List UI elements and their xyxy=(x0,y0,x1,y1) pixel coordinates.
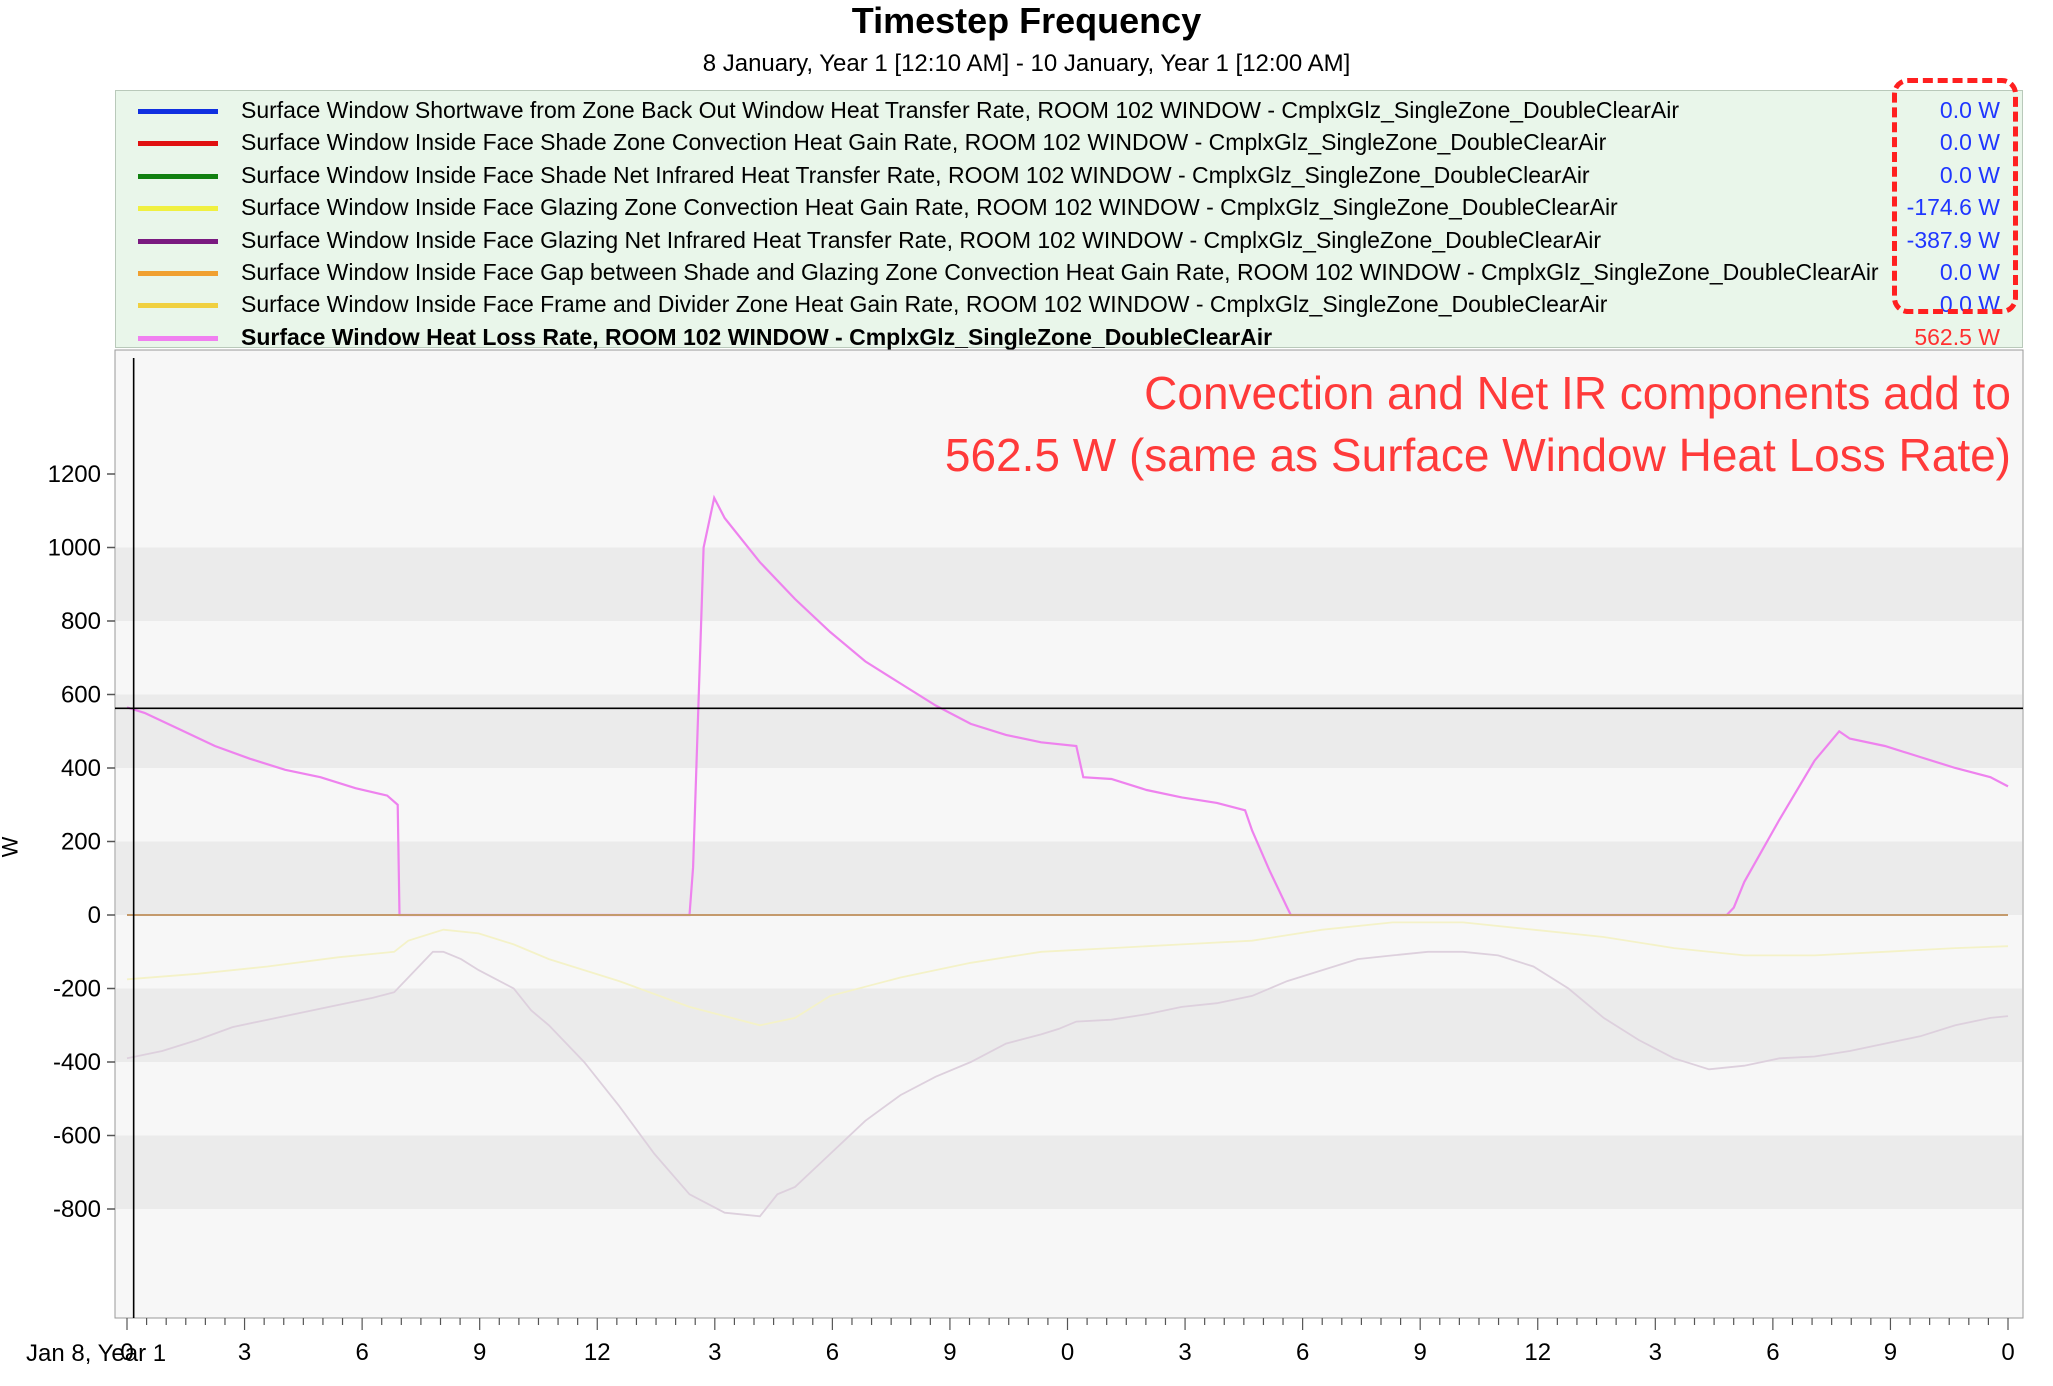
legend-entry[interactable]: Surface Window Inside Face Frame and Div… xyxy=(116,289,2022,321)
y-tick-label: 1000 xyxy=(48,535,101,562)
x-tick-label: 6 xyxy=(1766,1339,1779,1366)
y-tick-label: 800 xyxy=(61,608,101,635)
y-tick-label: -200 xyxy=(53,976,101,1003)
legend-value: 0.0 W xyxy=(1939,259,2000,285)
legend-swatch xyxy=(138,173,218,179)
legend-value: -174.6 W xyxy=(1906,194,2000,221)
legend-label: Surface Window Shortwave from Zone Back … xyxy=(241,97,1680,123)
legend-entry[interactable]: Surface Window Heat Loss Rate, ROOM 102 … xyxy=(116,322,2022,354)
annotation: Convection and Net IR components add to … xyxy=(945,362,2011,486)
series-line xyxy=(126,921,2009,1027)
y-tick-label: -800 xyxy=(53,1196,101,1223)
x-tick-label: 12 xyxy=(1524,1339,1551,1366)
legend-swatch xyxy=(138,238,218,244)
legend-entry[interactable]: Surface Window Inside Face Shade Net Inf… xyxy=(116,160,2022,192)
x-tick-label: 3 xyxy=(708,1339,721,1366)
legend-value: 0.0 W xyxy=(1939,129,2000,156)
legend-swatch xyxy=(138,109,218,114)
legend-entry[interactable]: Surface Window Inside Face Glazing Net I… xyxy=(116,225,2022,257)
series-line xyxy=(126,950,2009,1218)
x-start-label: Jan 8, Year 1 xyxy=(26,1340,167,1367)
y-tick-label: 0 xyxy=(88,902,101,929)
y-tick-label: 200 xyxy=(61,829,101,856)
x-tick-label: 0 xyxy=(2001,1339,2014,1366)
legend-swatch xyxy=(138,335,218,341)
y-tick-label: -400 xyxy=(53,1049,101,1076)
x-tick-label: 3 xyxy=(1649,1339,1662,1366)
highlight-box xyxy=(1892,78,2018,314)
x-tick-label: 3 xyxy=(1178,1339,1191,1366)
x-tick-label: 9 xyxy=(473,1339,486,1366)
x-tick-label: 9 xyxy=(1884,1339,1897,1366)
x-tick-label: 6 xyxy=(826,1339,839,1366)
legend-value: 0.0 W xyxy=(1939,97,2000,123)
x-tick-label: 6 xyxy=(355,1339,368,1366)
legend-label: Surface Window Inside Face Shade Zone Co… xyxy=(241,129,1607,156)
legend-entry[interactable]: Surface Window Inside Face Glazing Zone … xyxy=(116,192,2022,224)
grid-band xyxy=(116,547,2022,621)
y-axis-label: W xyxy=(0,837,23,858)
legend-label: Surface Window Inside Face Gap between S… xyxy=(241,259,1879,285)
y-tick-label: 400 xyxy=(61,755,101,782)
legend-swatch xyxy=(138,303,218,309)
legend-entry[interactable]: Surface Window Shortwave from Zone Back … xyxy=(116,95,2022,127)
legend-entry[interactable]: Surface Window Inside Face Shade Zone Co… xyxy=(116,127,2022,159)
legend-value: -387.9 W xyxy=(1906,226,2000,253)
annotation-line-2: 562.5 W (same as Surface Window Heat Los… xyxy=(944,429,2011,481)
x-tick-label: 9 xyxy=(1414,1339,1427,1366)
x-tick-label: 9 xyxy=(943,1339,956,1366)
chart-subtitle: 8 January, Year 1 [12:10 AM] - 10 Januar… xyxy=(702,50,1351,77)
x-tick-label: 6 xyxy=(1296,1339,1309,1366)
legend-value: 0.0 W xyxy=(1939,161,2000,188)
series-line xyxy=(126,494,2009,917)
x-tick-label: 0 xyxy=(120,1339,133,1366)
legend: Surface Window Shortwave from Zone Back … xyxy=(115,90,2023,350)
y-tick-label: 1200 xyxy=(48,461,101,488)
y-tick-label: 600 xyxy=(61,682,101,709)
annotation-line-1: Convection and Net IR components add to xyxy=(1144,367,2011,419)
y-tick-label: -600 xyxy=(53,1123,101,1150)
chart-title: Timestep Frequency xyxy=(851,0,1202,41)
legend-label: Surface Window Inside Face Frame and Div… xyxy=(241,291,1608,318)
legend-entry[interactable]: Surface Window Inside Face Gap between S… xyxy=(116,257,2022,289)
x-tick-label: 12 xyxy=(584,1339,611,1366)
legend-swatch xyxy=(138,271,218,276)
legend-swatch xyxy=(138,141,218,147)
x-tick-label: 0 xyxy=(1061,1339,1074,1366)
legend-label: Surface Window Inside Face Glazing Zone … xyxy=(241,194,1618,221)
legend-label: Surface Window Inside Face Glazing Net I… xyxy=(241,226,1602,253)
x-tick-label: 3 xyxy=(238,1339,251,1366)
legend-value: 562.5 W xyxy=(1914,323,2000,350)
grid-band xyxy=(116,1135,2022,1209)
legend-label: Surface Window Inside Face Shade Net Inf… xyxy=(241,161,1590,188)
legend-swatch xyxy=(138,206,218,212)
grid-band xyxy=(116,694,2022,768)
legend-label: Surface Window Heat Loss Rate, ROOM 102 … xyxy=(241,323,1273,350)
grid-band xyxy=(116,841,2022,915)
